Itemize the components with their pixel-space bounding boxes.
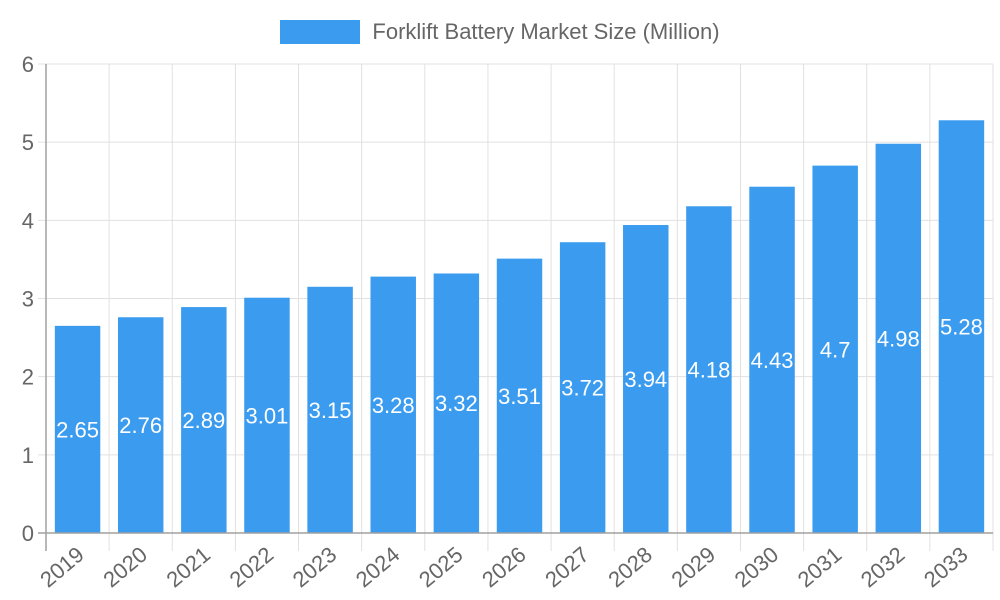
bar-2023[interactable]	[307, 286, 353, 533]
data-label: 4.18	[687, 358, 730, 383]
bars	[54, 120, 985, 534]
y-axis-tick-labels: 0 1 2 3 4 5 6	[22, 52, 34, 546]
x-tick-label: 2027	[540, 542, 594, 593]
data-label: 3.94	[624, 367, 667, 392]
data-label: 3.28	[372, 393, 415, 418]
y-tick-label: 6	[22, 52, 34, 77]
bar-2025[interactable]	[433, 273, 480, 533]
x-tick-label: 2022	[225, 542, 279, 593]
data-label: 3.15	[309, 398, 352, 423]
y-tick-label: 4	[22, 208, 34, 233]
data-label: 2.89	[182, 408, 225, 433]
x-tick-label: 2032	[856, 542, 910, 593]
data-label: 3.32	[435, 391, 478, 416]
y-tick-label: 3	[22, 287, 34, 312]
axes	[38, 64, 993, 551]
legend-label: Forklift Battery Market Size (Million)	[372, 19, 720, 44]
y-tick-label: 5	[22, 130, 34, 155]
bar-2022[interactable]	[244, 297, 290, 533]
y-tick-label: 0	[22, 521, 34, 546]
bar-2030[interactable]	[749, 186, 795, 533]
x-tick-label: 2020	[98, 542, 152, 593]
x-tick-label: 2028	[603, 542, 657, 593]
x-tick-label: 2030	[730, 542, 784, 593]
y-tick-label: 1	[22, 443, 34, 468]
x-tick-label: 2021	[161, 542, 215, 593]
y-tick-label: 2	[22, 365, 34, 390]
bar-2029[interactable]	[686, 206, 732, 533]
data-label: 4.98	[877, 326, 920, 351]
x-tick-label: 2023	[288, 542, 342, 593]
x-tick-label: 2031	[793, 542, 847, 593]
x-tick-label: 2024	[351, 542, 405, 593]
data-label: 2.65	[56, 417, 99, 442]
data-label: 2.76	[119, 413, 162, 438]
data-label: 3.01	[246, 403, 289, 428]
x-tick-label: 2033	[919, 542, 973, 593]
bar-2026[interactable]	[496, 258, 543, 533]
bar-2033[interactable]	[938, 120, 985, 533]
bar-2027[interactable]	[559, 242, 606, 533]
x-tick-label: 2026	[477, 542, 531, 593]
data-labels: 2.65 2.76 2.89 3.01 3.15 3.28 3.32 3.51 3.72 3.94…	[56, 315, 983, 443]
bar-2028[interactable]	[623, 225, 669, 534]
data-label: 3.72	[561, 376, 604, 401]
data-label: 4.7	[820, 337, 851, 362]
bar-2021[interactable]	[181, 307, 227, 533]
chart-legend: Forklift Battery Market Size (Million)	[0, 19, 1000, 45]
bar-2024[interactable]	[370, 276, 416, 533]
legend-swatch[interactable]	[280, 20, 361, 44]
x-tick-label: 2019	[35, 542, 89, 593]
bar-2019[interactable]	[54, 325, 101, 533]
bar-2020[interactable]	[117, 317, 164, 533]
bar-2031[interactable]	[812, 165, 858, 533]
data-label: 5.28	[940, 315, 983, 340]
x-axis-tick-labels: 2019 2020 2021 2022 2023 2024 2025 2026 2027 2028…	[35, 542, 972, 593]
data-label: 4.43	[751, 348, 794, 373]
bar-2032[interactable]	[875, 143, 922, 534]
data-label: 3.51	[498, 384, 541, 409]
x-tick-label: 2029	[667, 542, 721, 593]
x-tick-label: 2025	[414, 542, 468, 593]
